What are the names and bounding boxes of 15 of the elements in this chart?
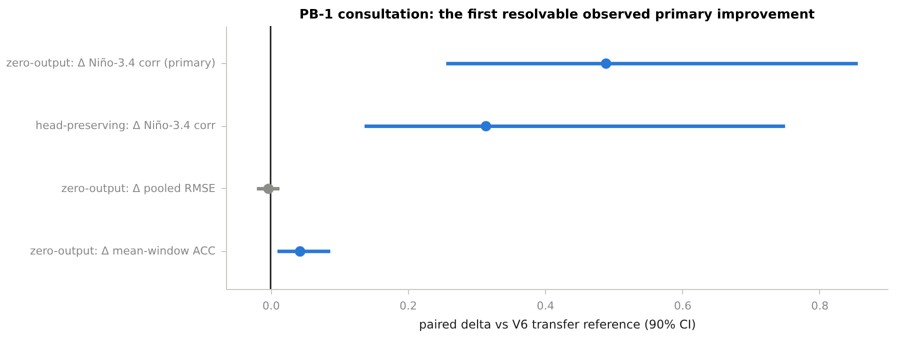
point xyxy=(600,58,612,69)
y-tick-label: zero-output: Δ pooled RMSE xyxy=(61,182,216,195)
point xyxy=(480,120,492,132)
chart-title: PB-1 consultation: the first resolvable observed primary improvement xyxy=(299,7,815,22)
x-tick-label: 0.4 xyxy=(536,300,554,312)
point xyxy=(263,184,274,194)
x-tick-label: 0.6 xyxy=(674,300,692,312)
x-axis-title: paired delta vs V6 transfer reference (90% CI) xyxy=(419,318,696,332)
y-tick-label: zero-output: Δ mean-window ACC xyxy=(30,244,216,258)
y-tick-label: zero-output: Δ Niño-3.4 corr (primary) xyxy=(6,56,216,70)
point xyxy=(294,246,306,257)
x-tick-label: 0.8 xyxy=(811,300,829,312)
y-tick-label: head-preserving: Δ Niño-3.4 corr xyxy=(35,119,216,132)
x-tick-label: 0.0 xyxy=(262,300,280,312)
x-tick-label: 0.2 xyxy=(400,300,418,312)
